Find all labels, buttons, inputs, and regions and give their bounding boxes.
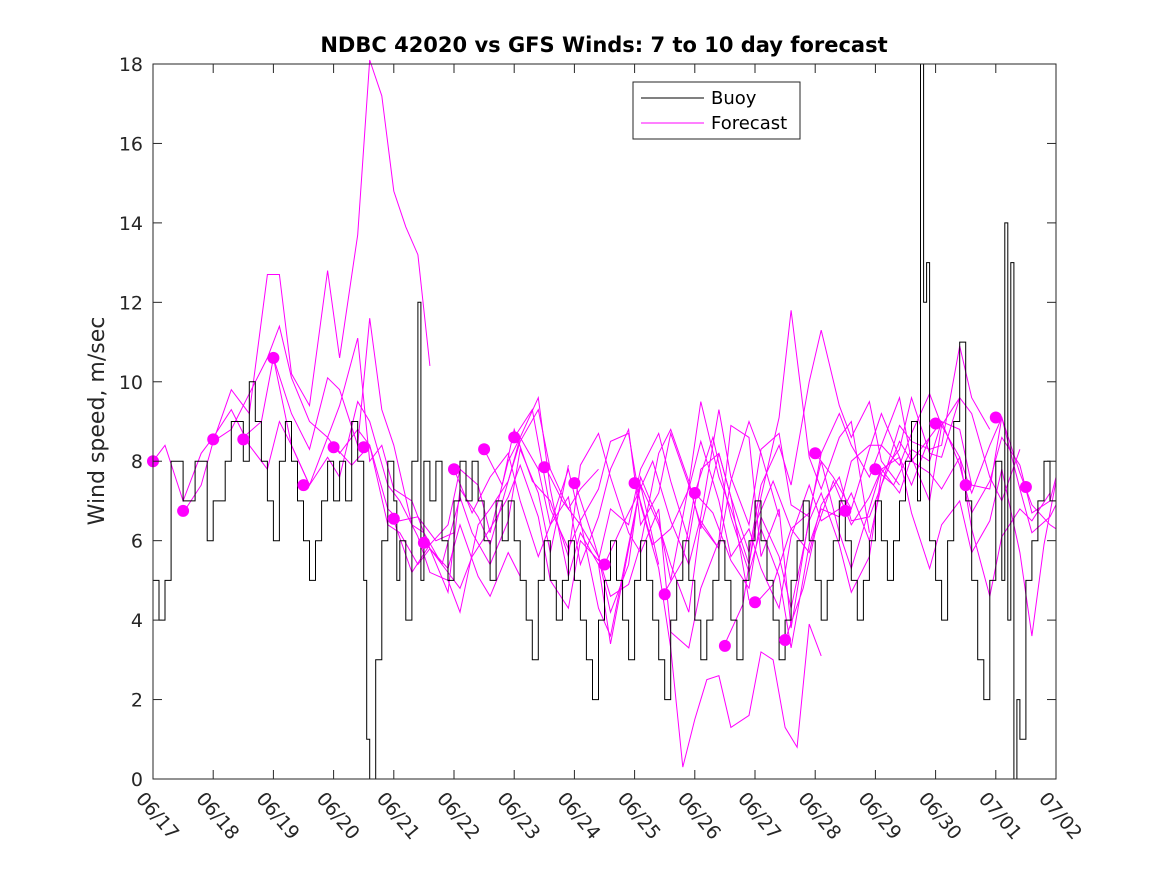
y-axis-label: Wind speed, m/sec	[85, 317, 110, 526]
forecast-marker-2	[207, 433, 220, 446]
legend: Buoy Forecast	[632, 81, 801, 140]
forecast-marker-3	[237, 433, 250, 446]
forecast-marker-5	[297, 479, 310, 492]
forecast-line-3	[242, 318, 569, 566]
forecast-line-12	[573, 329, 900, 598]
y-tick-label-5: 10	[119, 372, 143, 394]
axes-box	[152, 63, 1057, 780]
forecast-line-8	[453, 419, 780, 567]
forecast-marker-19	[718, 639, 731, 652]
forecast-marker-10	[448, 463, 460, 476]
forecast-marker-17	[658, 588, 671, 601]
legend-forecast-label: Forecast	[711, 113, 787, 134]
chart-title: NDBC 42020 vs GFS Winds: 7 to 10 day for…	[320, 33, 887, 57]
forecast-marker-22	[809, 447, 822, 460]
forecast-marker-18	[688, 487, 701, 499]
y-axis: 0 2 4 6 8 10 12 14 16 18	[119, 54, 1056, 791]
forecast-markers-group	[147, 351, 1032, 652]
forecast-line-9	[483, 424, 810, 649]
y-tick-label-6: 12	[119, 292, 143, 314]
forecast-marker-12	[508, 431, 521, 444]
forecast-marker-21	[779, 634, 792, 646]
legend-box	[632, 81, 801, 140]
forecast-marker-28	[1019, 481, 1032, 493]
forecast-marker-25	[929, 417, 942, 430]
y-tick-label-2: 4	[131, 610, 143, 632]
forecast-marker-1	[177, 504, 190, 517]
forecast-line-14	[634, 392, 961, 610]
forecast-marker-11	[478, 443, 491, 456]
y-tick-label-4: 8	[131, 451, 143, 473]
forecast-line-1	[182, 59, 431, 514]
forecast-line-2	[212, 324, 521, 598]
forecast-marker-9	[417, 536, 430, 549]
forecast-marker-6	[327, 441, 340, 454]
forecast-marker-20	[749, 596, 761, 609]
y-tick-label-0: 0	[131, 769, 143, 791]
forecast-line-6	[393, 436, 720, 638]
legend-buoy-label: Buoy	[711, 88, 757, 109]
forecast-marker-24	[869, 463, 882, 476]
forecast-marker-15	[598, 558, 611, 571]
forecast-line-13	[604, 395, 930, 567]
forecast-marker-8	[387, 512, 400, 525]
y-tick-label-8: 16	[119, 133, 143, 155]
y-tick-label-1: 2	[131, 690, 143, 712]
y-tick-label-3: 6	[131, 531, 143, 553]
y-tick-label-7: 14	[119, 213, 143, 235]
forecast-marker-23	[839, 504, 852, 517]
forecast-marker-27	[989, 411, 1002, 424]
forecast-marker-14	[568, 477, 581, 490]
y-tick-label-9: 18	[119, 54, 143, 76]
buoy-line	[153, 63, 1057, 780]
forecast-line-10	[513, 408, 822, 768]
forecast-line-19	[784, 456, 1057, 641]
forecast-line-15	[664, 345, 991, 648]
forecast-marker-16	[628, 477, 641, 490]
forecast-marker-7	[357, 441, 370, 454]
forecast-marker-26	[959, 479, 972, 492]
forecast-marker-4	[267, 351, 280, 364]
buoy-series-group	[153, 63, 1057, 780]
forecast-marker-13	[538, 461, 551, 474]
